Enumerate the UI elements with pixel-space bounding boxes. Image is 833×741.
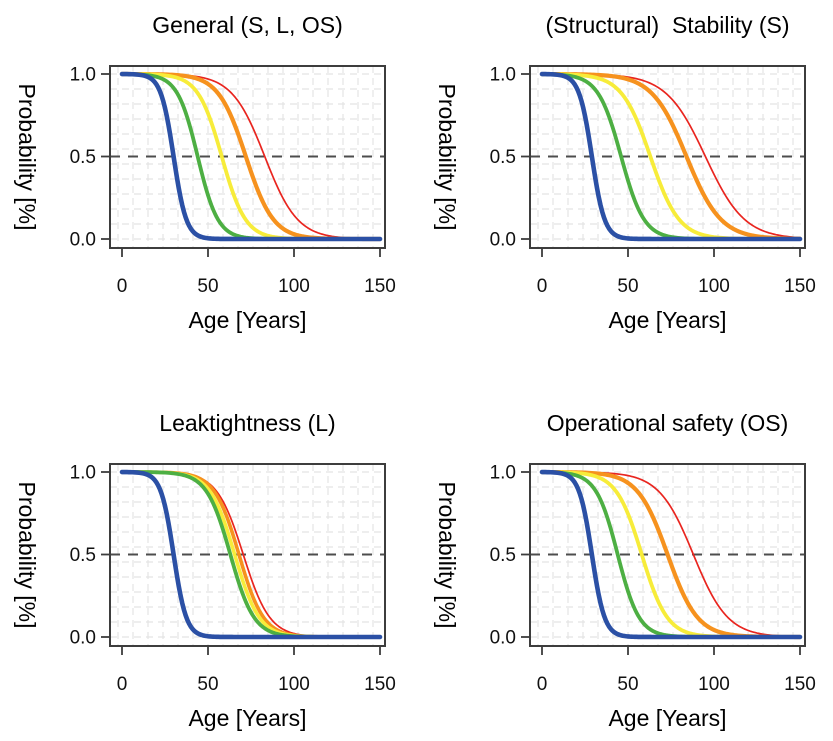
x-tick-label: 50 (197, 276, 218, 297)
y-tick-label: 0.5 (70, 147, 96, 168)
x-tick-label: 50 (197, 674, 218, 695)
panel-operational-safety: Operational safety (OS) Probability [%] … (434, 408, 820, 738)
x-tick-label: 0 (537, 674, 548, 695)
y-tick-label: 1.0 (490, 65, 516, 86)
x-tick-label: 100 (278, 276, 310, 297)
panel-title: Leaktightness (L) (159, 410, 336, 436)
x-tick-label: 150 (784, 276, 816, 297)
y-tick-label: 1.0 (70, 463, 96, 484)
x-tick-label: 150 (364, 674, 396, 695)
x-tick-label: 50 (617, 674, 638, 695)
y-tick-label: 0.5 (70, 545, 96, 566)
y-axis-label: Probability [%] (434, 83, 460, 231)
panel-title: Operational safety (OS) (546, 410, 789, 436)
y-axis-label: Probability [%] (14, 481, 40, 629)
chart-canvas-leaktightness: 1.0 0.5 0.0 0 50 100 150 (70, 463, 396, 696)
y-tick-label: 0.0 (490, 230, 516, 251)
y-tick-label: 0.5 (490, 147, 516, 168)
x-axis-label: Age [Years] (608, 705, 727, 731)
x-axis-label: Age [Years] (608, 307, 727, 333)
panel-leaktightness: Leaktightness (L) Probability [%] 1.0 0.5… (14, 408, 400, 738)
x-tick-label: 100 (698, 276, 730, 297)
x-axis-label: Age [Years] (188, 705, 307, 731)
y-tick-label: 0.0 (70, 230, 96, 251)
x-tick-label: 0 (117, 674, 128, 695)
chart-canvas-general: 1.0 0.5 0.0 0 50 100 150 (70, 65, 396, 298)
chart-canvas-operational-safety: 1.0 0.5 0.0 0 50 100 150 (490, 463, 816, 696)
y-tick-label: 1.0 (490, 463, 516, 484)
y-tick-label: 0.5 (490, 545, 516, 566)
x-tick-label: 150 (784, 674, 816, 695)
x-tick-label: 0 (537, 276, 548, 297)
y-axis-label: Probability [%] (434, 481, 460, 629)
x-tick-label: 100 (278, 674, 310, 695)
panel-title: General (S, L, OS) (152, 12, 343, 38)
x-tick-label: 150 (364, 276, 396, 297)
y-tick-label: 0.0 (490, 628, 516, 649)
x-tick-label: 100 (698, 674, 730, 695)
panel-title: (Structural) Stability (S) (545, 12, 790, 38)
x-tick-label: 50 (617, 276, 638, 297)
chart-canvas-stability: 1.0 0.5 0.0 0 50 100 150 (490, 65, 816, 298)
x-axis-label: Age [Years] (188, 307, 307, 333)
x-tick-label: 0 (117, 276, 128, 297)
curve-blue (119, 71, 383, 242)
panel-stability: (Structural) Stability (S) Probability [… (434, 10, 820, 340)
y-tick-label: 0.0 (70, 628, 96, 649)
panel-general: General (S, L, OS) Probability [%] 1.0 0.… (14, 10, 400, 340)
curve-blue (539, 469, 803, 640)
y-axis-label: Probability [%] (14, 83, 40, 231)
y-tick-label: 1.0 (70, 65, 96, 86)
curve-blue (539, 71, 803, 242)
curve-blue (119, 469, 383, 640)
